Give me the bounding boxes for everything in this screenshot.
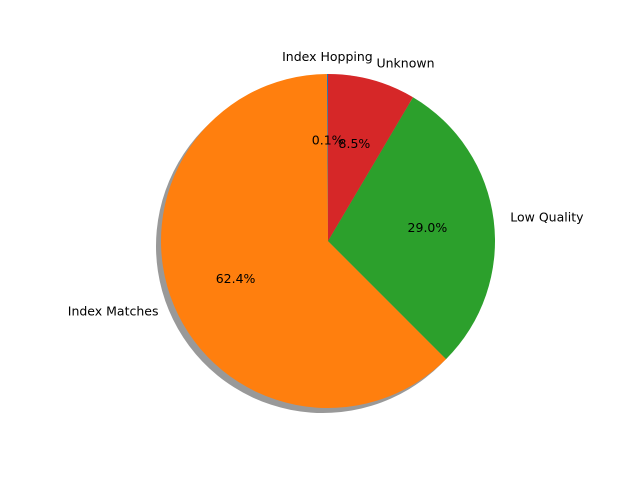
pie-slices <box>161 74 495 408</box>
slice-index-hopping <box>326 74 328 241</box>
slice-percent-index-hopping: 0.1% <box>312 132 344 147</box>
pie-labels: Index Hopping 0.1% Index Matches 62.4% Low Q… <box>68 49 584 319</box>
slice-low-quality <box>328 97 495 360</box>
slice-percent-unknown: 8.5% <box>339 136 371 151</box>
slice-percent-low-quality: 29.0% <box>408 220 448 235</box>
slice-label-index-matches: Index Matches <box>68 303 159 318</box>
slice-unknown <box>328 74 414 241</box>
slice-percent-index-matches: 62.4% <box>216 271 256 286</box>
slice-label-index-hopping: Index Hopping <box>282 49 373 64</box>
slice-label-low-quality: Low Quality <box>510 209 584 224</box>
slice-label-unknown: Unknown <box>376 55 434 70</box>
slice-index-matches <box>161 74 447 408</box>
